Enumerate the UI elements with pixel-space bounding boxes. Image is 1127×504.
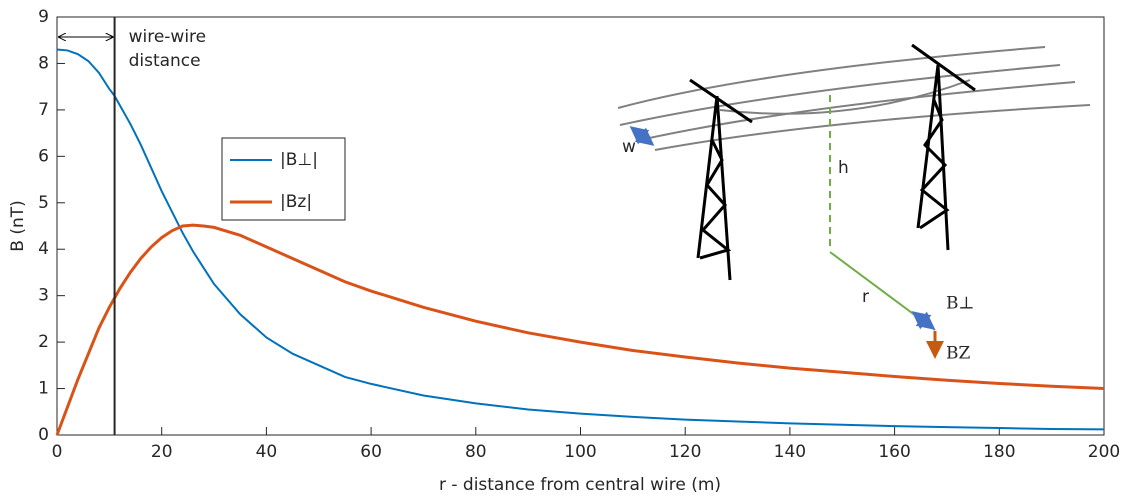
x-tick-label: 200 — [1088, 442, 1120, 462]
y-tick-label: 3 — [38, 286, 49, 306]
x-tick-label: 140 — [774, 442, 806, 462]
inset-label: w — [622, 137, 636, 157]
inset-label: BZ — [946, 344, 970, 364]
annotation: distance — [129, 51, 201, 71]
x-tick-label: 0 — [52, 442, 63, 462]
x-tick-label: 160 — [878, 442, 910, 462]
x-axis-label: r - distance from central wire (m) — [439, 475, 721, 495]
inset-label: B⊥ — [946, 294, 974, 314]
y-tick-label: 2 — [38, 332, 49, 352]
y-tick-label: 5 — [38, 193, 49, 213]
y-tick-label: 0 — [38, 425, 49, 445]
inset-diagram — [617, 43, 1091, 359]
inset-label: h — [838, 158, 849, 178]
x-tick-label: 120 — [669, 442, 701, 462]
series-line — [55, 223, 1105, 436]
x-tick-label: 80 — [465, 442, 487, 462]
legend-label: |Bz| — [280, 192, 312, 212]
inset-label: r — [862, 287, 869, 307]
x-tick-label: 180 — [983, 442, 1015, 462]
y-tick-label: 4 — [38, 239, 49, 259]
annotation: wire-wire — [129, 27, 207, 47]
y-tick-label: 1 — [38, 379, 49, 399]
legend-label: |B⊥| — [280, 150, 318, 170]
x-tick-label: 20 — [151, 442, 173, 462]
x-tick-label: 100 — [564, 442, 596, 462]
legend-box — [221, 137, 346, 221]
y-axis-label: B (nT) — [8, 200, 28, 252]
y-tick-label: 9 — [38, 7, 49, 27]
x-tick-label: 40 — [256, 442, 278, 462]
y-tick-label: 8 — [38, 53, 49, 73]
x-tick-label: 60 — [360, 442, 382, 462]
y-tick-label: 6 — [38, 146, 49, 166]
y-tick-label: 7 — [38, 100, 49, 120]
